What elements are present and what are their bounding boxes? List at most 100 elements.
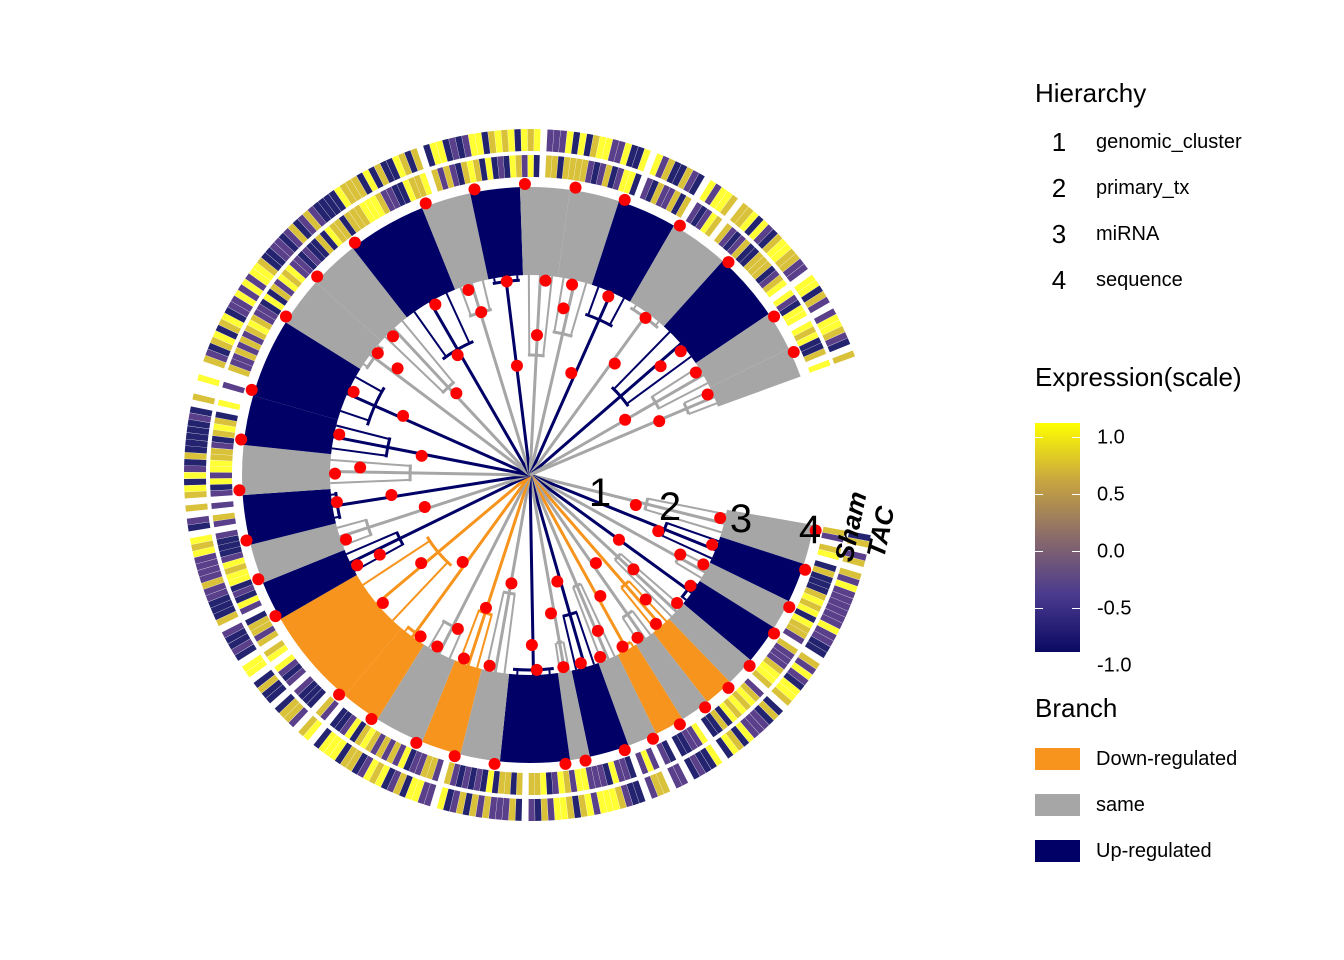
heatmap-cell [212, 512, 236, 522]
heatmap-cell [589, 134, 600, 158]
heatmap-cell [607, 139, 620, 162]
branch-item-same: same [1035, 782, 1237, 828]
tree-node [608, 357, 621, 370]
tree-node [414, 630, 427, 643]
heatmap-cell [801, 592, 825, 607]
branch-arc [384, 437, 392, 458]
tree-node [505, 577, 518, 590]
heatmap-cell [315, 234, 334, 255]
branch-line [334, 515, 340, 519]
tree-node [783, 601, 796, 614]
tree-node [699, 701, 712, 714]
tree-node [674, 345, 687, 358]
heatmap-cell [380, 767, 396, 790]
heatmap-cell [533, 129, 541, 152]
heatmap-cell [628, 173, 642, 196]
tree-branches [330, 274, 727, 675]
tree-node [347, 385, 360, 398]
branch-line [411, 474, 532, 638]
heatmap-cell [184, 465, 207, 473]
branch-arc [620, 579, 630, 589]
heatmap-cell [221, 622, 245, 638]
heatmap-cell [590, 792, 601, 815]
branch-line [376, 551, 439, 605]
heatmap-cell [832, 350, 856, 364]
colorbar-label: -0.5 [1097, 597, 1132, 620]
heatmap-cell [705, 744, 723, 766]
heatmap-cell [244, 325, 267, 341]
heatmap-cell [672, 763, 689, 786]
heatmap-cell [333, 218, 352, 240]
tree-node [579, 754, 592, 767]
heatmap-cell [481, 131, 491, 155]
heatmap-cell [402, 179, 417, 202]
heatmap-cell [435, 140, 448, 164]
heatmap-cell [818, 543, 842, 555]
leaf-block [617, 644, 683, 734]
heatmap-cell [558, 130, 568, 153]
tree-node [365, 713, 378, 726]
heatmap-cell [534, 772, 541, 795]
heatmap-cell [256, 257, 279, 276]
heatmap-cell [461, 134, 472, 158]
branch-item-down: Down-regulated [1035, 736, 1237, 782]
heatmap-cell [709, 187, 728, 209]
heatmap-cell [571, 131, 581, 155]
heatmap-cell [762, 274, 784, 293]
heatmap-cell [381, 738, 397, 761]
heatmap-cell [501, 129, 509, 153]
branch-line [330, 470, 411, 474]
heatmap-cell [184, 459, 207, 466]
leaf-block [653, 618, 731, 702]
heatmap-cell [351, 752, 368, 775]
heatmap-cell [681, 728, 698, 751]
branch-line [401, 320, 455, 384]
branch-legend: Branch Down-regulated same Up-regulated [1035, 693, 1237, 874]
heatmap-cell [315, 696, 335, 717]
leaf-block [709, 348, 801, 407]
heatmap-cell [718, 227, 737, 248]
heatmap-cell [775, 681, 797, 701]
branch-line [569, 282, 588, 337]
colorbar-label: 1.0 [1097, 426, 1125, 449]
heatmap-cell [625, 144, 639, 168]
heatmap-cell [675, 195, 692, 218]
heatmap-cell [670, 192, 687, 215]
branch-line [542, 276, 554, 356]
tree-node [518, 178, 531, 191]
heatmap-cell [185, 503, 208, 512]
heatmap-cell [274, 693, 295, 714]
tree-node [354, 461, 367, 474]
heatmap-cell [794, 657, 817, 675]
heatmap-cell [504, 772, 512, 795]
tree-node [525, 638, 538, 651]
branch-line [369, 353, 531, 477]
heatmap-cell [232, 352, 255, 367]
branch-label: same [1096, 793, 1145, 816]
hierarchy-legend-title: Hierarchy [1035, 78, 1147, 108]
heatmap-cell [808, 636, 831, 653]
heatmap-cell [797, 280, 820, 298]
heatmap-cell [184, 478, 207, 486]
heatmap-cell [804, 641, 827, 659]
tree-node [639, 311, 652, 324]
heatmap-cell [236, 341, 260, 356]
expression-colorbar: 1.0 0.5 0.0 -0.5 -1.0 [1035, 393, 1242, 677]
branch-swatch [1035, 840, 1080, 862]
heatmap-cell [846, 537, 870, 548]
heatmap-cell [399, 774, 413, 798]
heatmap-cell [249, 268, 271, 286]
heatmap-cell [827, 338, 851, 353]
heatmap-cell [350, 175, 368, 198]
heatmap-cell [776, 294, 798, 312]
heatmap-cell [739, 211, 759, 232]
tree-node [431, 640, 444, 653]
heatmap-cell [644, 776, 658, 799]
heatmap-cell [567, 157, 577, 181]
heatmap-cell [374, 192, 391, 215]
heatmap-cell [552, 129, 561, 153]
heatmap-cell [808, 359, 831, 373]
heatmap-cell [285, 264, 306, 284]
heatmap-cell [408, 176, 422, 200]
ring-label-3: 3 [730, 497, 752, 541]
